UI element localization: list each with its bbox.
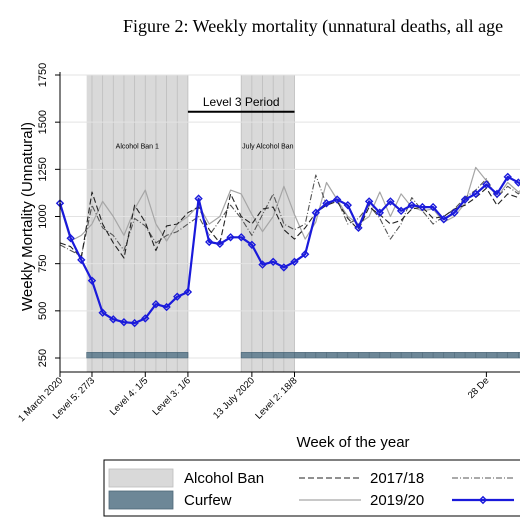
legend-label: 2019/20 bbox=[370, 492, 424, 509]
legend-label: Curfew bbox=[184, 492, 232, 509]
data-point bbox=[364, 197, 374, 206]
legend-swatch-curfew bbox=[108, 490, 174, 510]
data-point bbox=[492, 189, 502, 199]
data-point bbox=[482, 180, 491, 189]
curfew-bars bbox=[86, 352, 520, 359]
data-point bbox=[439, 215, 448, 224]
series-line-dashdot bbox=[59, 174, 520, 257]
data-point bbox=[375, 208, 384, 217]
alcohol-ban-label: July Alcohol Ban bbox=[242, 144, 293, 151]
data-point bbox=[471, 189, 480, 199]
data-point bbox=[130, 318, 139, 328]
x-tick-label: 28 De bbox=[466, 375, 492, 401]
alcohol-ban-label: Alcohol Ban 1 bbox=[116, 144, 159, 151]
data-point bbox=[98, 308, 107, 317]
data-point bbox=[503, 172, 512, 182]
curfew-bar bbox=[240, 352, 520, 359]
data-point bbox=[215, 239, 225, 249]
y-tick-label: 500 bbox=[37, 302, 49, 320]
y-tick-label: 1750 bbox=[37, 63, 49, 87]
data-point bbox=[269, 257, 278, 266]
data-point bbox=[322, 199, 331, 208]
x-tick-label: Level 3: 1/6 bbox=[151, 375, 194, 418]
y-tick-label: 250 bbox=[37, 349, 49, 367]
data-point bbox=[343, 200, 352, 210]
series-lines bbox=[55, 166, 520, 328]
legend-marker bbox=[478, 495, 488, 505]
data-point bbox=[258, 260, 267, 269]
legend-swatch-alcohol-ban bbox=[108, 468, 174, 488]
data-point bbox=[162, 302, 171, 312]
y-tick-label: 1250 bbox=[37, 157, 49, 181]
y-tick-label: 1500 bbox=[37, 110, 49, 134]
data-point bbox=[428, 202, 438, 212]
legend: Alcohol Ban 2017/18 Curfew 2019/20 bbox=[103, 459, 520, 517]
data-point bbox=[450, 208, 459, 217]
data-point bbox=[237, 233, 246, 242]
data-point bbox=[77, 255, 86, 265]
legend-label: 2017/18 bbox=[370, 470, 424, 487]
data-point bbox=[247, 240, 257, 249]
y-axis-title: Weekly Mortality (Unnatural) bbox=[19, 122, 36, 311]
data-point bbox=[396, 206, 406, 216]
alcohol-ban-area bbox=[86, 75, 188, 372]
data-point bbox=[290, 257, 299, 266]
data-point bbox=[279, 263, 289, 272]
data-point bbox=[66, 234, 75, 243]
data-point bbox=[514, 178, 520, 187]
data-point bbox=[460, 195, 470, 204]
annotations: Level 3 Period bbox=[187, 95, 295, 113]
data-point bbox=[311, 208, 321, 217]
curfew-bar bbox=[86, 352, 189, 359]
data-point bbox=[194, 194, 203, 203]
data-point bbox=[119, 317, 129, 327]
data-point bbox=[205, 237, 214, 247]
data-point bbox=[332, 195, 342, 204]
y-tick-label: 750 bbox=[37, 254, 49, 272]
data-point bbox=[386, 197, 395, 206]
data-point bbox=[407, 200, 416, 210]
legend-label: Alcohol Ban bbox=[184, 470, 264, 487]
data-point bbox=[87, 276, 97, 285]
x-tick-label: Level 2: 18/8 bbox=[253, 375, 299, 421]
data-point bbox=[300, 250, 310, 259]
data-point bbox=[141, 314, 150, 323]
figure-title: Figure 2: Weekly mortality (unnatural de… bbox=[123, 16, 504, 36]
x-tick-label: Level 4: 1/5 bbox=[108, 375, 151, 418]
data-point bbox=[173, 292, 182, 301]
data-point bbox=[183, 287, 193, 297]
data-point bbox=[109, 315, 118, 324]
data-point bbox=[226, 233, 235, 242]
x-tick-label: 13 July 2020 bbox=[211, 375, 257, 421]
data-point bbox=[151, 300, 161, 309]
data-point bbox=[418, 202, 427, 212]
y-tick-label: 1000 bbox=[37, 204, 49, 228]
data-point bbox=[354, 223, 363, 233]
level-3-label: Level 3 Period bbox=[203, 95, 280, 109]
x-axis-title: Week of the year bbox=[296, 434, 409, 451]
